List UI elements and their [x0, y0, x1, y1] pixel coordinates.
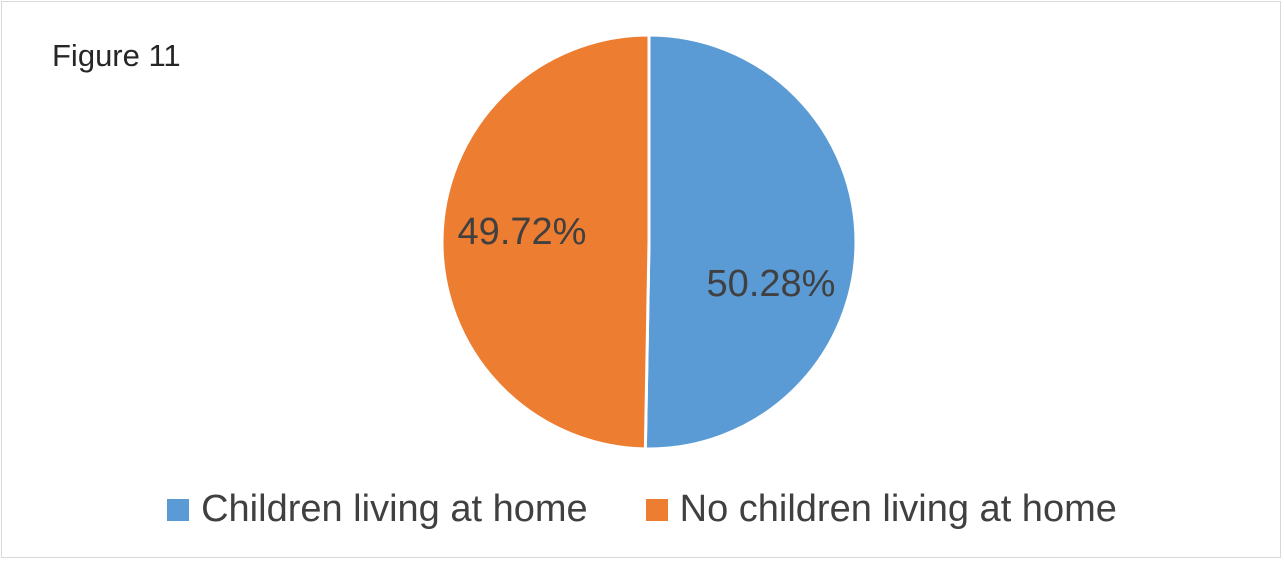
figure-title: Figure 11 [52, 38, 181, 73]
legend-swatch-1 [167, 498, 190, 521]
legend-label-2: No children living at home [679, 488, 1117, 530]
pie-labels: 50.28% 49.72% [458, 211, 836, 305]
legend-entry-1: Children living at home [167, 488, 588, 531]
pie-slices [440, 33, 858, 451]
chart-legend: Children living at home No children livin… [0, 488, 1284, 531]
legend-label-1: Children living at home [201, 488, 588, 530]
pie-slice-1 [643, 33, 858, 451]
legend-entry-2: No children living at home [645, 488, 1117, 531]
pie-slice-2 [440, 33, 651, 451]
data-label-2: 49.72% [458, 211, 587, 253]
data-label-1: 50.28% [707, 263, 836, 305]
pie-chart: 50.28% 49.72% [440, 33, 858, 451]
legend-swatch-2 [645, 498, 668, 521]
